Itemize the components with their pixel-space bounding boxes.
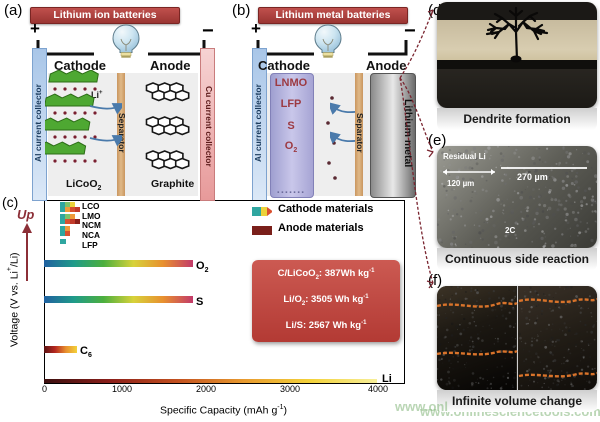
svg-text:270 µm: 270 µm	[517, 172, 548, 182]
svg-text:120 µm: 120 µm	[447, 179, 474, 188]
